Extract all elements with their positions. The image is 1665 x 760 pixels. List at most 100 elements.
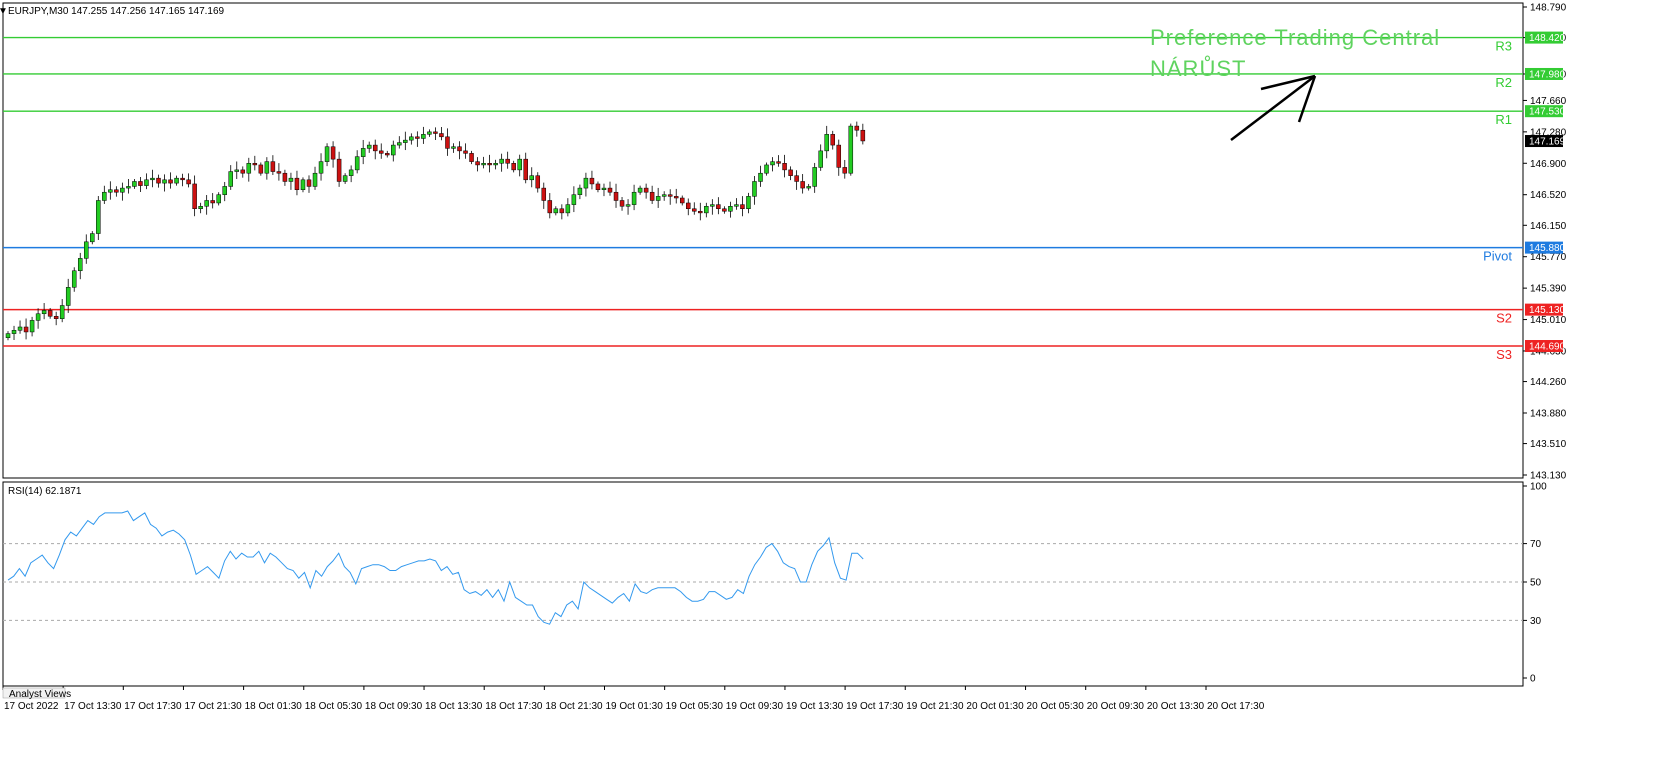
candle-down (547, 200, 553, 214)
level-label-r1: R1 (1495, 112, 1512, 127)
candle-down (53, 315, 59, 319)
candle-up (318, 161, 324, 174)
candle-up (71, 270, 77, 288)
candle-up (451, 146, 456, 149)
candle-down (836, 144, 842, 168)
candle-down (860, 129, 866, 142)
candle-up (150, 177, 155, 181)
price-tick-label: 146.520 (1530, 190, 1567, 201)
candle-down (336, 158, 342, 182)
arrow-up-right-icon (1230, 74, 1317, 141)
candle-down (439, 133, 444, 138)
candle-up (216, 194, 221, 204)
candle-down (613, 191, 619, 201)
candle-up (162, 179, 167, 184)
price-tick-label: 143.880 (1530, 408, 1567, 419)
footer-tab[interactable] (2, 687, 66, 699)
candle-down (679, 197, 685, 204)
candle-up (35, 313, 41, 321)
candle-up (764, 164, 769, 174)
price-tick-label: 145.770 (1530, 252, 1567, 263)
candle-down (192, 183, 197, 210)
candle-down (276, 171, 282, 174)
candle-down (186, 179, 191, 185)
candle-up (246, 163, 252, 174)
candle-up (553, 208, 559, 214)
candle-up (421, 134, 426, 139)
candle-down (511, 163, 516, 171)
candle-down (692, 208, 697, 212)
candle-up (77, 258, 83, 272)
collapse-triangle-icon[interactable]: ▼ (0, 6, 8, 17)
candle-down (541, 187, 547, 201)
rsi-series-line (7, 510, 864, 625)
candle-up (264, 161, 270, 174)
candle-up (126, 186, 131, 189)
candle-down (800, 181, 805, 189)
candle-up (5, 333, 11, 338)
symbol-header: EURJPY,M30 147.255 147.256 147.165 147.1… (8, 6, 225, 17)
time-tick-label: 19 Oct 09:30 (726, 701, 784, 712)
candle-up (571, 194, 577, 205)
candle-down (788, 169, 793, 176)
candle-up (342, 175, 348, 182)
candle-up (517, 158, 522, 171)
candle-up (348, 169, 354, 176)
time-tick-label: 17 Oct 21:30 (184, 701, 242, 712)
candle-up (59, 305, 65, 319)
candle-down (854, 125, 860, 131)
candle-up (403, 139, 408, 143)
candle-up (806, 186, 811, 189)
candle-down (378, 150, 384, 154)
candle-down (180, 177, 185, 181)
candle-up (17, 326, 23, 331)
candle-up (704, 206, 709, 214)
candle-up (577, 187, 583, 195)
candle-up (631, 191, 637, 205)
rsi-header: RSI(14) 62.1871 (8, 486, 82, 497)
time-tick-label: 18 Oct 01:30 (245, 701, 303, 712)
time-tick-label: 20 Oct 01:30 (966, 701, 1024, 712)
price-tick-label: 147.660 (1530, 96, 1567, 107)
level-label-r3: R3 (1495, 39, 1512, 54)
candle-up (818, 150, 823, 168)
level-label-pivot: Pivot (1483, 249, 1512, 264)
candle-up (565, 204, 571, 214)
candle-up (29, 320, 35, 333)
price-tick-label: 143.130 (1530, 471, 1567, 482)
candle-up (65, 287, 71, 306)
candle-down (463, 150, 468, 154)
time-tick-label: 18 Oct 17:30 (485, 701, 543, 712)
candle-up (324, 146, 330, 162)
time-tick-label: 20 Oct 13:30 (1147, 701, 1205, 712)
candle-down (782, 163, 787, 171)
candle-down (619, 200, 625, 207)
candle-up (300, 179, 306, 190)
candle-down (776, 161, 781, 164)
level-price-tag (1525, 340, 1563, 353)
candle-up (824, 134, 829, 152)
candle-down (282, 172, 288, 182)
level-price-tag (1525, 67, 1563, 80)
candle-down (535, 175, 541, 189)
level-price-tag-text: 147.980 (1529, 69, 1566, 80)
candle-up (752, 181, 757, 197)
level-price-tag (1525, 303, 1563, 316)
candle-up (734, 204, 739, 207)
level-price-tag-text: 148.420 (1529, 33, 1566, 44)
candle-up (583, 177, 589, 189)
candle-up (228, 171, 233, 187)
time-tick-label: 18 Oct 13:30 (425, 701, 483, 712)
level-price-tag (1525, 105, 1563, 118)
rsi-tick-label: 30 (1530, 616, 1542, 627)
footer-tab-label[interactable]: Analyst Views (9, 689, 71, 700)
price-tick-label: 145.010 (1530, 315, 1567, 326)
candle-down (830, 134, 835, 146)
candle-down (589, 177, 595, 185)
candle-up (427, 131, 432, 135)
price-tick-label: 144.260 (1530, 377, 1567, 388)
candle-up (312, 172, 318, 187)
current-price-tag-text: 147.169 (1529, 137, 1566, 148)
candle-up (360, 148, 366, 157)
level-price-tag (1525, 241, 1563, 254)
